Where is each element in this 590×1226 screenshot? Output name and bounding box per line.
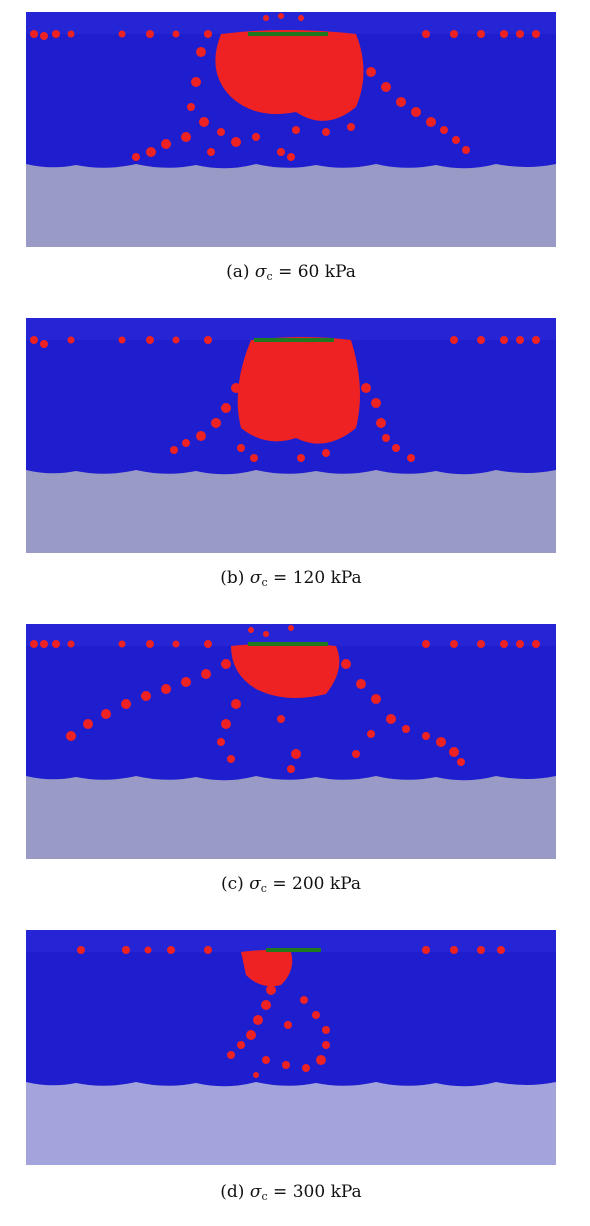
caption-d-label: (d) [220,1182,245,1202]
caption-c-label: (c) [220,874,244,894]
force-chain-cluster-a [30,13,540,161]
caption-c-subscript: c [260,882,267,895]
caption-d-value: 300 [292,1182,326,1202]
caption-b: (b) σc = 120 kPa [26,568,556,589]
caption-b-unit: kPa [330,568,362,588]
caption-a-value: 60 [297,262,320,282]
caption-b-value: 120 [292,568,326,588]
particle-field-a [26,12,556,247]
caption-a-subscript: c [266,270,273,283]
loading-plate-c [248,642,328,646]
caption-a-equals: = [278,262,293,282]
simulation-image-b [26,318,556,553]
loading-plate-b [254,338,334,342]
caption-a-label: (a) [226,262,250,282]
caption-d: (d) σc = 300 kPa [26,1182,556,1203]
caption-c-value: 200 [292,874,325,894]
caption-b-symbol: σ [249,568,262,588]
particle-field-d [26,930,556,1165]
caption-a-unit: kPa [324,262,356,282]
loading-plate-d [266,948,321,952]
caption-b-label: (b) [220,568,245,588]
caption-c-equals: = [272,874,287,894]
caption-d-equals: = [273,1182,288,1202]
simulation-image-d [26,930,556,1165]
caption-c-unit: kPa [329,874,362,894]
loading-plate-a [248,32,328,36]
caption-a-symbol: σ [254,262,267,282]
caption-d-unit: kPa [330,1182,362,1202]
simulation-image-c [26,624,556,859]
caption-d-subscript: c [261,1190,268,1203]
caption-b-equals: = [273,568,288,588]
force-chain-cluster-d [77,946,505,1078]
caption-c-symbol: σ [249,874,261,894]
particle-field-c [26,624,556,859]
caption-a: (a) σc = 60 kPa [26,262,556,283]
caption-d-symbol: σ [249,1182,262,1202]
caption-b-subscript: c [261,576,268,589]
force-chain-cluster-c [30,625,540,773]
caption-c: (c) σc = 200 kPa [26,874,556,895]
force-chain-cluster-b [30,336,540,462]
simulation-image-a [26,12,556,247]
particle-field-b [26,318,556,553]
